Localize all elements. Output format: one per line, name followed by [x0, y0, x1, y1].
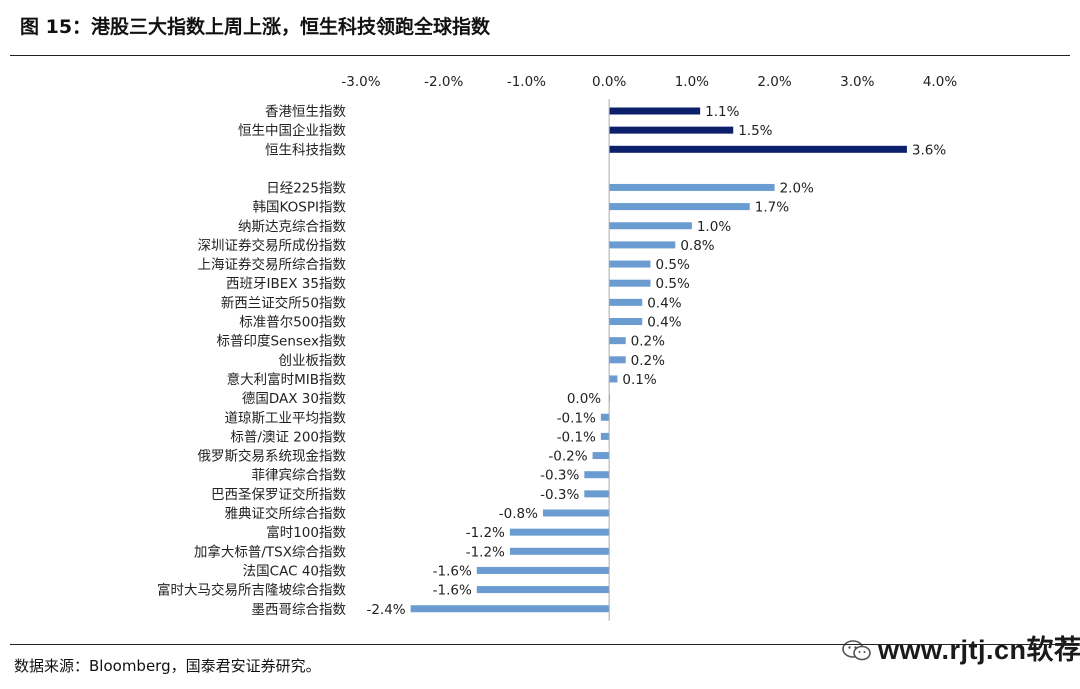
bar — [592, 452, 610, 460]
value-label: 3.6% — [912, 142, 946, 158]
value-label: 0.1% — [622, 372, 656, 388]
x-tick-label: 0.0% — [592, 74, 626, 90]
value-label: 0.0% — [567, 391, 601, 407]
x-tick-label: -3.0% — [341, 74, 380, 90]
bar — [584, 471, 610, 479]
watermark-text: www.rjtj.cn软荐网 — [878, 635, 1080, 665]
bottom-rule — [10, 644, 1070, 645]
category-label: 创业板指数 — [279, 353, 347, 369]
value-label: 0.4% — [647, 295, 681, 311]
figure-title: 图 15：港股三大指数上周上涨，恒生科技领跑全球指数 — [20, 16, 491, 38]
bar — [542, 509, 610, 517]
category-label: 韩国KOSPI指数 — [253, 200, 347, 216]
bar — [609, 126, 734, 134]
bar — [609, 145, 907, 153]
value-label: -1.2% — [466, 544, 505, 560]
bar — [609, 298, 643, 306]
top-rule — [10, 55, 1070, 56]
category-label: 意大利富时MIB指数 — [227, 371, 347, 388]
category-label: 雅典证交所综合指数 — [225, 505, 347, 522]
category-label: 标普印度Sensex指数 — [216, 334, 346, 350]
value-label: 1.7% — [755, 200, 789, 216]
category-label: 深圳证券交易所成份指数 — [198, 237, 347, 254]
category-label: 道琼斯工业平均指数 — [225, 410, 347, 426]
category-label: 富时100指数 — [266, 524, 346, 541]
x-tick-label: 1.0% — [675, 74, 709, 90]
value-label: -0.1% — [557, 410, 596, 426]
value-label: -0.1% — [557, 429, 596, 445]
watermark: www.rjtj.cn软荐网 — [842, 628, 1080, 667]
value-label: -1.2% — [466, 525, 505, 541]
category-label: 日经225指数 — [266, 180, 346, 196]
category-label: 富时大马交易所吉隆坡综合指数 — [157, 582, 346, 599]
bars — [410, 107, 907, 613]
value-label: -0.3% — [540, 487, 579, 503]
category-label: 菲律宾综合指数 — [252, 468, 347, 484]
bar — [509, 547, 610, 555]
category-label: 法国CAC 40指数 — [243, 563, 347, 579]
value-label: 1.5% — [738, 123, 772, 139]
bar — [609, 279, 651, 287]
bar — [476, 566, 610, 574]
bar — [584, 490, 610, 498]
value-label: 0.2% — [631, 334, 665, 350]
category-label: 俄罗斯交易系统现金指数 — [198, 448, 347, 465]
category-labels: 香港恒生指数恒生中国企业指数恒生科技指数日经225指数韩国KOSPI指数纳斯达克… — [157, 104, 346, 618]
x-axis-ticks: -3.0% -2.0% -1.0% 0.0% 1.0% 2.0% 3.0% 4.0% — [341, 74, 957, 90]
category-label: 恒生科技指数 — [265, 142, 346, 158]
category-label: 标普/澳证 200指数 — [230, 429, 346, 445]
bar — [609, 203, 750, 211]
category-label: 西班牙IBEX 35指数 — [226, 276, 346, 292]
bar — [609, 318, 643, 325]
bar — [609, 337, 626, 345]
value-labels: 1.1% 1.5% 3.6% 2.0% 1.7% 1.0% 0.8% 0.5% 0.5% 0.4%… — [366, 104, 946, 618]
category-label: 香港恒生指数 — [265, 104, 346, 120]
bar — [600, 413, 610, 421]
source-note: 数据来源：Bloomberg，国泰君安证券研究。 — [14, 657, 321, 675]
bar — [609, 260, 651, 268]
category-label: 巴西圣保罗证交所指数 — [211, 486, 346, 503]
value-label: -0.2% — [548, 449, 587, 465]
x-tick-label: -2.0% — [424, 74, 463, 90]
bar — [609, 241, 676, 249]
bar — [609, 356, 626, 364]
x-tick-label: 4.0% — [923, 74, 957, 90]
category-label: 新西兰证交所50指数 — [221, 294, 347, 311]
bar — [609, 107, 701, 115]
value-label: 0.2% — [631, 353, 665, 369]
x-tick-label: -1.0% — [507, 74, 546, 90]
value-label: 1.0% — [697, 219, 731, 235]
category-label: 墨西哥综合指数 — [252, 602, 347, 618]
category-label: 纳斯达克综合指数 — [238, 219, 346, 235]
bar — [609, 183, 775, 191]
value-label: 0.8% — [680, 238, 714, 254]
value-label: -0.3% — [540, 468, 579, 484]
value-label: 0.5% — [656, 276, 690, 292]
value-label: -2.4% — [366, 602, 405, 618]
wechat-icon — [842, 638, 872, 661]
bar — [476, 586, 610, 594]
category-label: 加拿大标普/TSX综合指数 — [194, 543, 347, 560]
value-label: -0.8% — [499, 506, 538, 522]
value-label: -1.6% — [433, 563, 472, 579]
category-label: 恒生中国企业指数 — [238, 122, 346, 139]
category-label: 德国DAX 30指数 — [242, 391, 347, 407]
x-tick-label: 2.0% — [757, 74, 791, 90]
bar — [609, 222, 692, 230]
x-tick-label: 3.0% — [840, 74, 874, 90]
value-label: 0.4% — [647, 315, 681, 331]
category-label: 上海证券交易所综合指数 — [198, 256, 347, 273]
category-label: 标准普尔500指数 — [239, 315, 346, 331]
value-label: -1.6% — [433, 583, 472, 599]
value-label: 2.0% — [780, 180, 814, 196]
value-label: 1.1% — [705, 104, 739, 120]
bar — [410, 605, 610, 613]
bar — [509, 528, 610, 536]
bar — [600, 432, 610, 440]
bar — [609, 375, 618, 383]
value-label: 0.5% — [656, 257, 690, 273]
